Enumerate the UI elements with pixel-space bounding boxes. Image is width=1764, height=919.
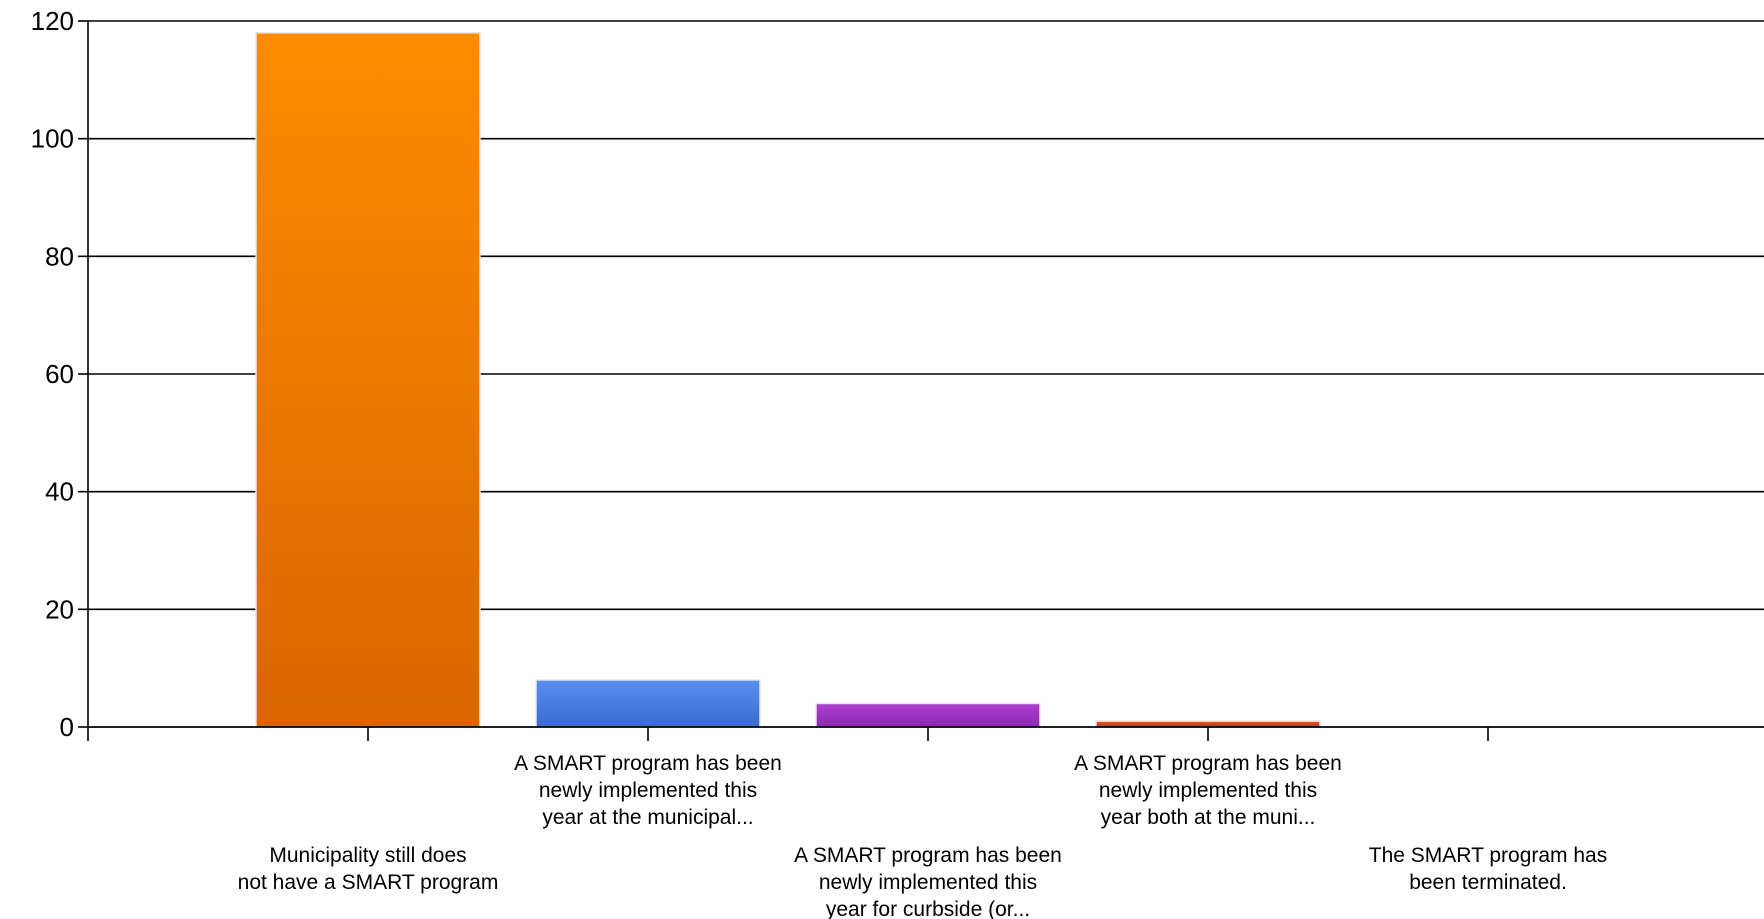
bars: [255, 32, 1321, 728]
y-tick-label: 80: [45, 241, 74, 271]
x-category-label-line: been terminated.: [1409, 871, 1567, 894]
y-tick-label: 100: [31, 124, 74, 154]
x-category-label: The SMART program has been terminated.: [1369, 844, 1608, 894]
x-axis: Municipality still does not have a SMART …: [87, 726, 1764, 919]
x-category-label: A SMART program has been newly implemente…: [794, 844, 1062, 919]
x-category-label-line: newly implemented this: [539, 779, 757, 802]
x-category-label-line: A SMART program has been: [514, 752, 782, 775]
x-category-label-line: A SMART program has been: [794, 844, 1062, 867]
y-tick-label: 20: [45, 594, 74, 624]
x-category-label: A SMART program has been newly implemente…: [514, 752, 782, 829]
x-category-label-line: The SMART program has: [1369, 844, 1608, 867]
x-category-label: A SMART program has been newly implemente…: [1074, 752, 1342, 829]
bar: [815, 702, 1041, 728]
bar: [255, 32, 481, 728]
x-category-label-line: year at the municipal...: [542, 806, 753, 829]
y-tick-label: 0: [60, 712, 74, 742]
bar: [535, 679, 761, 728]
x-category-label-line: A SMART program has been: [1074, 752, 1342, 775]
y-tick-label: 40: [45, 477, 74, 507]
y-tick-label: 120: [31, 6, 74, 36]
x-category-label-line: newly implemented this: [1099, 779, 1317, 802]
x-category-label-line: not have a SMART program: [238, 871, 499, 894]
x-category-label-line: year for curbside (or...: [826, 898, 1030, 919]
y-tick-label: 60: [45, 359, 74, 389]
x-category-label-line: year both at the muni...: [1101, 806, 1316, 829]
x-category-label-line: Municipality still does: [269, 844, 466, 867]
x-category-label: Municipality still does not have a SMART …: [238, 844, 499, 894]
x-category-label-line: newly implemented this: [819, 871, 1037, 894]
y-axis: 0 20 40 60 80 100 120: [31, 6, 89, 742]
